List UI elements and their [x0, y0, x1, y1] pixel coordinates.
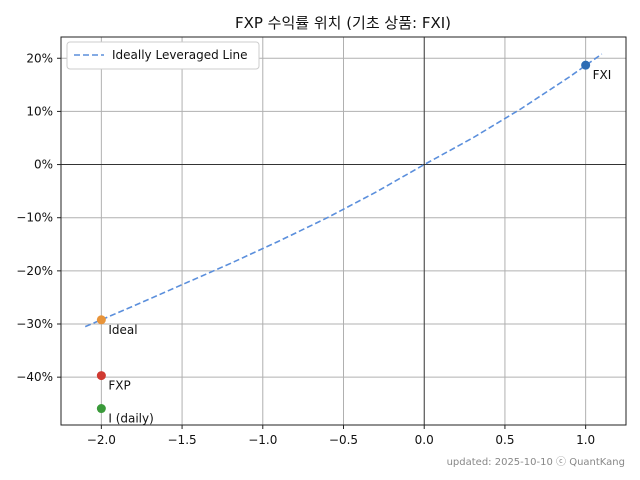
point-label: FXP	[108, 379, 130, 393]
legend-box	[66, 41, 260, 70]
x-axis: −2.0 −1.5 −1.0 −0.5 0.0 0.5 1.0	[87, 425, 595, 447]
y-axis: 20% 10% 0% −10% −20% −30% −40%	[16, 51, 61, 384]
point-label: I (daily)	[108, 412, 153, 426]
x-tick-label: −1.5	[168, 433, 197, 447]
x-tick-label: −0.5	[329, 433, 358, 447]
x-tick-label: 1.0	[576, 433, 595, 447]
ideal-leveraged-line	[84, 53, 603, 328]
y-tick-label: 10%	[26, 104, 53, 118]
x-tick-label: 0.0	[415, 433, 434, 447]
legend-label: Ideally Leveraged Line	[112, 48, 248, 62]
point-fxp	[96, 371, 106, 381]
series-layer	[84, 53, 603, 328]
point-fxi	[581, 60, 591, 70]
y-tick-label: −40%	[16, 370, 53, 384]
x-tick-label: −2.0	[87, 433, 116, 447]
legend: Ideally Leveraged Line	[66, 41, 260, 70]
point-label: FXI	[593, 68, 612, 82]
footer-updated: updated: 2025-10-10 ⓒ QuantKang	[447, 456, 625, 468]
y-tick-label: −10%	[16, 211, 53, 225]
zero-axes	[61, 37, 626, 425]
y-tick-label: 0%	[34, 158, 53, 172]
chart-title: FXP 수익률 위치 (기초 상품: FXI)	[235, 14, 451, 32]
x-tick-label: 0.5	[495, 433, 514, 447]
point-i-daily	[96, 404, 106, 414]
y-tick-label: −30%	[16, 317, 53, 331]
y-tick-label: −20%	[16, 264, 53, 278]
x-tick-label: −1.0	[248, 433, 277, 447]
grid	[61, 37, 626, 425]
points-layer: FXI Ideal FXP I (daily)	[96, 60, 612, 426]
point-label: Ideal	[108, 323, 137, 337]
y-tick-label: 20%	[26, 51, 53, 65]
point-ideal	[96, 315, 106, 325]
